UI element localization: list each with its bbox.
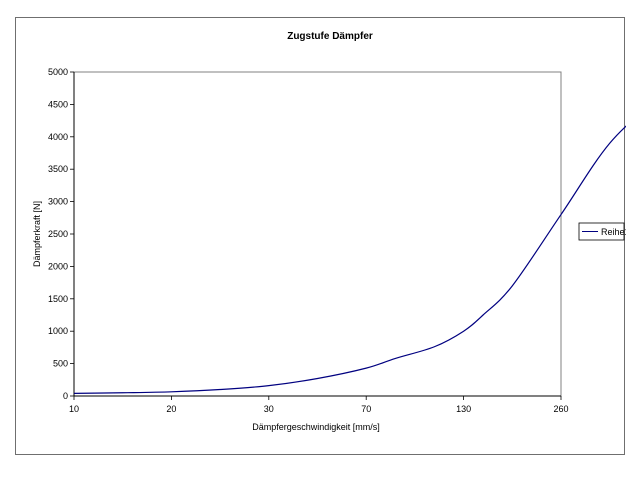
- y-tick-label: 3500: [48, 164, 68, 174]
- y-tick-label: 1000: [48, 326, 68, 336]
- legend-box: [578, 222, 625, 241]
- x-tick-label: 30: [264, 404, 274, 414]
- y-tick-label: 2500: [48, 229, 68, 239]
- y-tick-label: 1500: [48, 294, 68, 304]
- x-tick-label: 260: [553, 404, 568, 414]
- x-tick-label: 10: [69, 404, 79, 414]
- y-tick-label: 4500: [48, 99, 68, 109]
- x-axis: 10 20 30 70 130 260: [69, 395, 569, 414]
- series-line-reihe1: [73, 125, 626, 395]
- legend-label: Reihe1: [601, 227, 626, 237]
- x-tick-label: 20: [166, 404, 176, 414]
- y-tick-label: 3000: [48, 197, 68, 207]
- chart-area: Zugstufe Dämpfer 0 500 1000 1500 2000 2500 300…: [15, 17, 626, 455]
- x-tick-label: 130: [456, 404, 471, 414]
- plot-area: [73, 71, 562, 397]
- y-axis: 0 500 1000 1500 2000 2500 3000 3500 4000 4500 5000: [48, 67, 75, 401]
- y-tick-label: 0: [63, 391, 68, 401]
- y-tick-label: 5000: [48, 67, 68, 77]
- y-tick-label: 4000: [48, 132, 68, 142]
- line-chart: Zugstufe Dämpfer 05001000150020002500300…: [32, 31, 626, 432]
- x-axis-title: Dämpfergeschwindigkeit [mm/s]: [252, 422, 380, 432]
- chart-title: Zugstufe Dämpfer: [287, 31, 373, 42]
- x-tick-label: 70: [361, 404, 371, 414]
- series-group: [73, 125, 626, 395]
- y-tick-label: 500: [53, 359, 68, 369]
- y-tick-label: 2000: [48, 261, 68, 271]
- legend: Reihe1: [578, 222, 626, 241]
- y-axis-title: Dämpferkraft [N]: [32, 201, 42, 267]
